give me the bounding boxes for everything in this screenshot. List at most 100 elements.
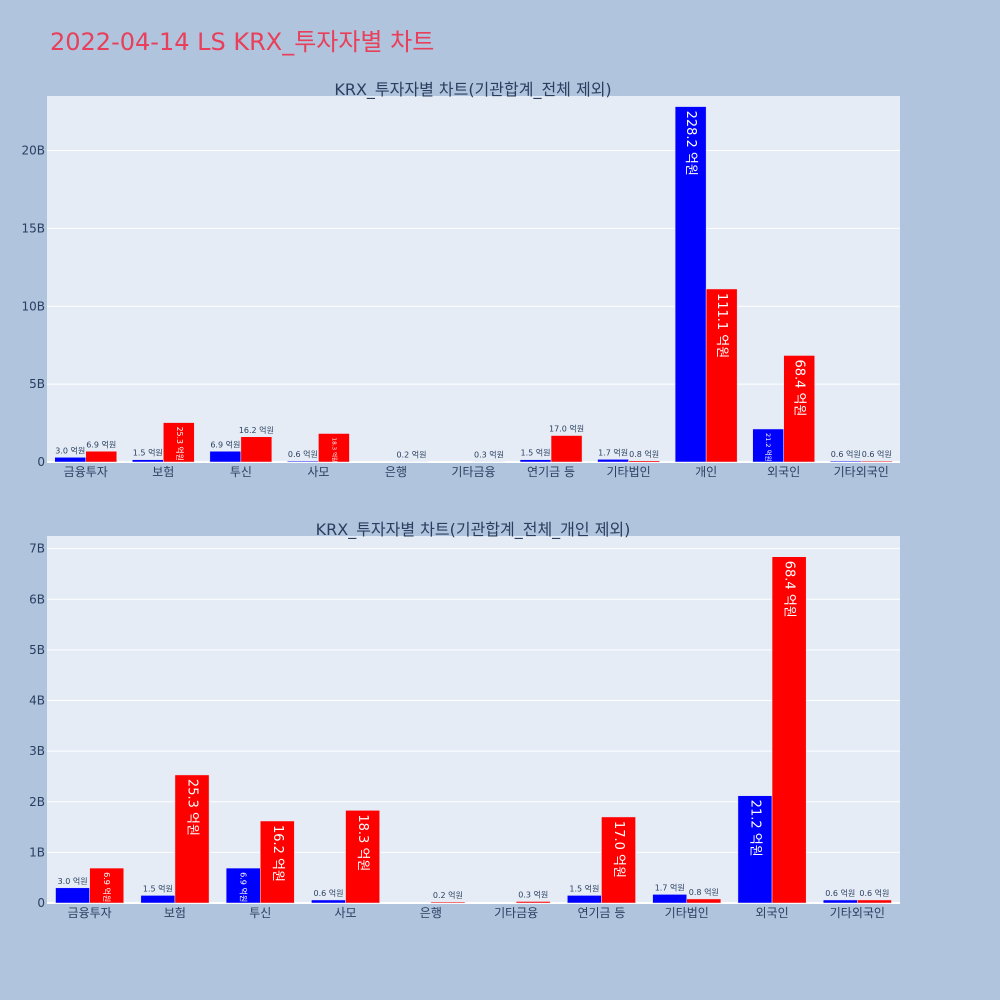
x-tick-label: 은행 (385, 464, 407, 479)
bar (140, 895, 176, 904)
y-tick-label: 4B (29, 694, 45, 708)
data-label: 0.6 억원 (825, 888, 855, 898)
bar (601, 816, 636, 904)
bar (163, 422, 195, 463)
x-tick-label: 연기금 등 (527, 465, 575, 479)
y-tick-label: 6B (29, 592, 45, 606)
bar (686, 898, 722, 904)
data-label: 6.9 억원 (210, 439, 240, 449)
data-label: 0.2 억원 (433, 890, 463, 900)
data-label: 1.5 억원 (133, 448, 163, 458)
data-label: 18.3 억원 (330, 437, 338, 462)
x-tick-label: 사모 (335, 906, 357, 920)
bar (737, 795, 773, 904)
bar (674, 106, 707, 463)
y-tick-label: 2B (29, 795, 45, 809)
y-tick-label: 5B (29, 643, 45, 657)
y-tick-label: 0 (37, 896, 45, 910)
bar (771, 556, 807, 904)
data-label: 25.3 억원 (175, 427, 185, 461)
y-tick-label: 5B (29, 377, 45, 391)
bar (240, 436, 273, 463)
data-label: 1.7 억원 (655, 882, 685, 892)
data-label: 1.5 억원 (521, 448, 551, 458)
bar (822, 899, 858, 904)
y-tick-label: 7B (29, 542, 45, 556)
y-tick-label: 15B (21, 221, 45, 235)
bar (318, 433, 350, 463)
plot-area (47, 96, 900, 462)
x-tick-label: 투신 (249, 906, 271, 920)
bar (174, 774, 210, 904)
bar (652, 894, 688, 904)
x-tick-label: 개인 (695, 465, 717, 479)
bar (857, 899, 892, 904)
data-label: 17.0 억원 (549, 424, 584, 434)
data-label: 0.6 억원 (859, 888, 889, 898)
data-label: 68.4 억원 (782, 561, 797, 618)
bar (345, 810, 380, 904)
x-tick-label: 기타외국인 (830, 906, 885, 920)
bar (85, 451, 118, 463)
bar (225, 867, 261, 904)
data-label: 21.2 억원 (747, 800, 762, 857)
x-tick-label: 보험 (164, 906, 186, 920)
bar (752, 428, 784, 463)
x-tick-label: 기타금융 (451, 465, 495, 479)
data-label: 0.6 억원 (831, 449, 861, 459)
data-label: 25.3 억원 (185, 779, 200, 836)
y-tick-label: 3B (29, 744, 45, 758)
page-title: 2022-04-14 LS KRX_투자자별 차트 (50, 28, 435, 56)
data-label: 0.8 억원 (629, 449, 659, 459)
x-tick-label: 기타금융 (494, 906, 538, 920)
bar (783, 355, 815, 463)
x-tick-label: 외국인 (767, 465, 800, 479)
data-label: 0.3 억원 (474, 450, 504, 460)
data-label: 228.2 억원 (683, 111, 698, 176)
data-label: 0.6 억원 (313, 888, 343, 898)
data-label: 16.2 억원 (239, 425, 274, 435)
x-tick-label: 기타외국인 (834, 465, 889, 479)
data-label: 1.5 억원 (569, 883, 599, 893)
data-label: 111.1 억원 (714, 293, 729, 358)
x-tick-label: 금융투자 (64, 465, 108, 479)
data-label: 1.7 억원 (598, 447, 628, 457)
x-tick-label: 은행 (420, 905, 442, 920)
data-label: 6.9 억원 (102, 872, 112, 902)
chart-title: KRX_투자자별 차트(기관합계_전체_개인 제외) (316, 520, 631, 540)
bar (55, 887, 90, 904)
data-label: 17.0 억원 (611, 821, 626, 878)
data-label: 0.2 억원 (396, 450, 426, 460)
bar (311, 899, 346, 904)
y-tick-label: 0 (37, 455, 45, 469)
bar (260, 820, 295, 904)
bar (705, 288, 738, 463)
data-label: 0.8 억원 (689, 887, 719, 897)
y-tick-label: 10B (21, 299, 45, 313)
chart-title: KRX_투자자별 차트(기관합계_전체 제외) (334, 80, 611, 100)
x-tick-label: 기타법인 (607, 465, 651, 479)
bar (430, 901, 466, 904)
data-label: 68.4 억원 (792, 359, 807, 416)
x-tick-label: 사모 (307, 465, 329, 479)
data-label: 0.6 억원 (288, 449, 318, 459)
x-tick-label: 투신 (230, 465, 252, 479)
data-label: 6.9 억원 (239, 872, 249, 902)
bar (89, 867, 125, 904)
bar (515, 901, 551, 904)
data-label: 3.0 억원 (58, 876, 88, 886)
x-tick-label: 외국인 (755, 906, 788, 920)
data-label: 0.3 억원 (518, 889, 548, 899)
x-tick-label: 보험 (152, 465, 174, 479)
data-label: 18.3 억원 (355, 814, 370, 871)
y-tick-label: 20B (21, 144, 45, 158)
bar (567, 895, 602, 904)
x-tick-label: 기타법인 (665, 906, 709, 920)
bar (860, 460, 893, 463)
data-label: 16.2 억원 (270, 825, 285, 882)
data-label: 6.9 억원 (86, 439, 116, 449)
